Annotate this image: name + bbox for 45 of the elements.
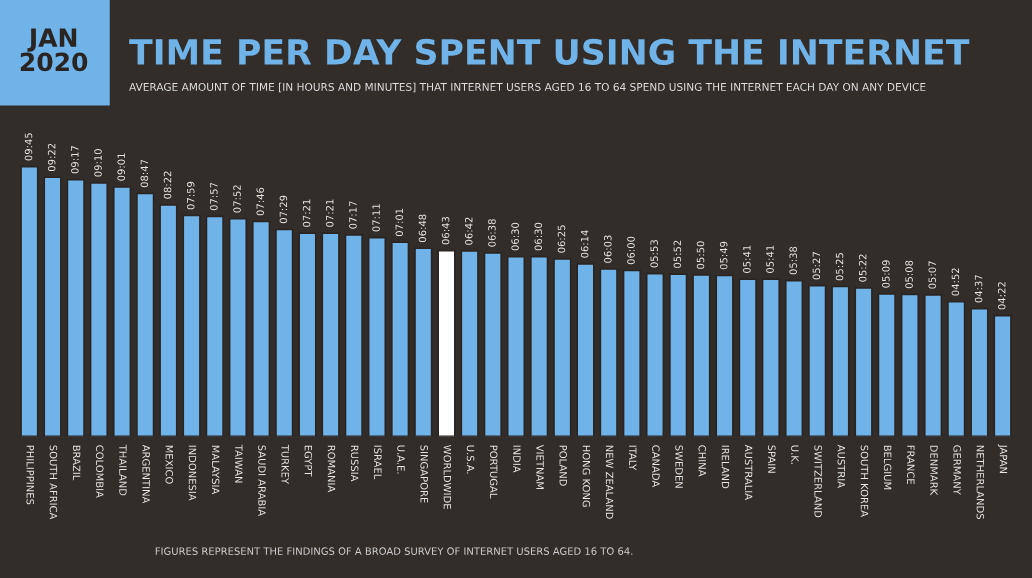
bar xyxy=(344,234,363,437)
bar xyxy=(460,250,479,437)
bar xyxy=(993,314,1012,437)
bar xyxy=(831,285,850,437)
bar xyxy=(112,186,132,437)
bar xyxy=(715,274,734,437)
bar xyxy=(599,268,618,437)
bar xyxy=(89,181,109,437)
bar xyxy=(854,287,873,437)
bar xyxy=(553,258,572,437)
bar xyxy=(483,252,503,437)
bar xyxy=(970,307,989,437)
bar xyxy=(414,247,433,437)
bar xyxy=(622,269,642,437)
bar xyxy=(738,278,757,437)
bar xyxy=(390,241,410,437)
bar xyxy=(136,192,155,437)
bar xyxy=(228,217,248,437)
bar xyxy=(251,220,271,437)
chart-title: TIME PER DAY SPENT USING THE INTERNET xyxy=(129,38,970,65)
bar xyxy=(159,204,178,437)
bar xyxy=(367,236,387,437)
bar xyxy=(298,232,317,437)
bar xyxy=(529,255,549,437)
bar xyxy=(43,176,62,437)
bar xyxy=(205,215,224,437)
bar xyxy=(506,255,526,437)
bar xyxy=(900,293,920,437)
bar xyxy=(576,263,595,437)
text: JAN 2020 xyxy=(20,28,88,72)
bar xyxy=(20,165,39,437)
bar xyxy=(692,274,711,437)
bar xyxy=(784,279,804,437)
bar xyxy=(761,278,781,437)
bar xyxy=(437,249,456,437)
bar xyxy=(808,284,827,437)
bar xyxy=(182,214,201,437)
bar xyxy=(321,232,340,437)
bar xyxy=(947,300,966,437)
bar xyxy=(66,178,85,437)
bar xyxy=(877,293,896,437)
bar xyxy=(275,228,294,437)
bar xyxy=(923,294,943,437)
bar xyxy=(669,273,688,437)
bar xyxy=(645,272,665,437)
